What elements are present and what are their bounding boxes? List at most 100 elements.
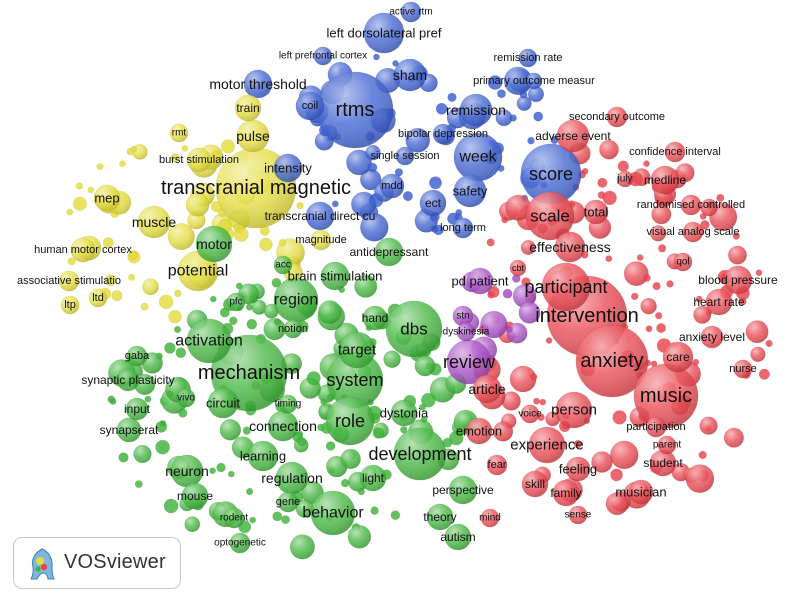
- term-label[interactable]: voice: [518, 409, 542, 420]
- term-bubble-minor[interactable]: [383, 350, 401, 368]
- term-bubble-minor[interactable]: [640, 298, 657, 315]
- term-bubble-minor[interactable]: [573, 440, 583, 449]
- term-bubble-minor[interactable]: [610, 440, 639, 470]
- term-bubble-minor[interactable]: [235, 282, 243, 290]
- term-label[interactable]: music: [640, 385, 692, 407]
- term-label[interactable]: connection: [249, 418, 317, 434]
- term-bubble-minor[interactable]: [530, 373, 538, 381]
- term-bubble-minor[interactable]: [168, 309, 182, 324]
- term-bubble-minor[interactable]: [414, 355, 436, 377]
- term-bubble-minor[interactable]: [695, 295, 703, 303]
- term-bubble-minor[interactable]: [617, 160, 629, 172]
- term-bubble-minor[interactable]: [372, 427, 385, 439]
- term-bubble-minor[interactable]: [118, 452, 129, 463]
- term-label[interactable]: gene: [276, 496, 300, 508]
- term-bubble-minor[interactable]: [367, 162, 378, 173]
- term-bubble-minor[interactable]: [599, 139, 619, 160]
- term-label[interactable]: pfc: [229, 297, 242, 308]
- term-label[interactable]: antidepressant: [350, 245, 429, 259]
- term-label[interactable]: qol: [676, 257, 689, 268]
- term-bubble-minor[interactable]: [597, 177, 608, 188]
- term-label[interactable]: motor threshold: [209, 76, 306, 92]
- term-label[interactable]: synaptic plasticity: [81, 373, 174, 387]
- term-bubble-minor[interactable]: [658, 244, 667, 253]
- term-bubble-minor[interactable]: [509, 114, 517, 122]
- term-bubble-minor[interactable]: [390, 510, 401, 521]
- term-label[interactable]: adverse event: [535, 129, 611, 143]
- term-label[interactable]: active rtm: [389, 7, 432, 18]
- term-bubble-minor[interactable]: [174, 325, 182, 333]
- term-label[interactable]: blood pressure: [698, 273, 778, 287]
- term-bubble-minor[interactable]: [652, 282, 661, 291]
- term-label[interactable]: ect: [425, 196, 442, 210]
- term-bubble-minor[interactable]: [246, 318, 258, 330]
- term-bubble-minor[interactable]: [158, 294, 174, 310]
- term-label[interactable]: july: [616, 174, 632, 185]
- term-label[interactable]: magnitude: [295, 234, 346, 246]
- term-label[interactable]: cbt: [512, 263, 525, 273]
- term-bubble-minor[interactable]: [67, 257, 76, 266]
- term-label[interactable]: train: [236, 101, 259, 115]
- term-label[interactable]: region: [274, 292, 318, 309]
- term-label[interactable]: sense: [565, 510, 592, 521]
- term-bubble-minor[interactable]: [429, 176, 442, 190]
- term-bubble-minor[interactable]: [402, 191, 413, 202]
- term-bubble-minor[interactable]: [249, 516, 256, 524]
- term-bubble-minor[interactable]: [245, 303, 253, 311]
- term-bubble-minor[interactable]: [178, 408, 188, 418]
- term-label[interactable]: circuit: [206, 396, 240, 411]
- term-bubble-minor[interactable]: [320, 398, 328, 406]
- term-label[interactable]: dbs: [400, 320, 427, 339]
- term-label[interactable]: pd patient: [451, 274, 508, 289]
- term-bubble-minor[interactable]: [630, 292, 639, 301]
- term-bubble-minor[interactable]: [128, 250, 138, 260]
- term-label[interactable]: stn: [456, 311, 469, 322]
- term-bubble-minor[interactable]: [209, 467, 216, 475]
- term-bubble-minor[interactable]: [111, 290, 123, 302]
- term-bubble-minor[interactable]: [219, 307, 230, 318]
- term-label[interactable]: secondary outcome: [569, 111, 665, 123]
- term-label[interactable]: theory: [423, 510, 456, 524]
- term-bubble-minor[interactable]: [487, 75, 503, 90]
- term-label[interactable]: feeling: [559, 462, 597, 477]
- term-bubble-minor[interactable]: [765, 339, 773, 348]
- term-bubble-minor[interactable]: [289, 534, 315, 560]
- term-bubble-minor[interactable]: [119, 160, 126, 167]
- term-bubble-minor[interactable]: [750, 346, 766, 362]
- term-bubble-minor[interactable]: [234, 227, 249, 242]
- term-label[interactable]: notion: [278, 323, 308, 335]
- term-label[interactable]: input: [124, 402, 151, 416]
- term-bubble-minor[interactable]: [75, 182, 83, 190]
- term-bubble-minor[interactable]: [738, 297, 747, 306]
- term-bubble-minor[interactable]: [130, 145, 138, 153]
- term-label[interactable]: mep: [94, 191, 119, 206]
- term-label[interactable]: nurse: [729, 363, 757, 375]
- term-bubble-minor[interactable]: [325, 441, 336, 451]
- term-label[interactable]: brain stimulation: [288, 269, 383, 284]
- term-label[interactable]: remission rate: [493, 52, 562, 64]
- term-bubble-minor[interactable]: [170, 153, 180, 163]
- term-label[interactable]: rmt: [172, 128, 187, 139]
- term-label[interactable]: neuron: [165, 463, 209, 479]
- term-bubble-minor[interactable]: [758, 368, 770, 380]
- term-label[interactable]: family: [550, 486, 581, 500]
- term-label[interactable]: sham: [393, 67, 427, 83]
- term-bubble-minor[interactable]: [281, 515, 290, 524]
- term-bubble-minor[interactable]: [229, 316, 238, 325]
- term-bubble-minor[interactable]: [486, 238, 495, 247]
- term-bubble-minor[interactable]: [155, 421, 168, 433]
- term-bubble-minor[interactable]: [527, 137, 535, 145]
- term-label[interactable]: skill: [525, 477, 545, 491]
- term-bubble-minor[interactable]: [357, 488, 365, 496]
- term-bubble-minor[interactable]: [581, 167, 589, 175]
- term-bubble-minor[interactable]: [716, 193, 725, 202]
- term-bubble-minor[interactable]: [623, 261, 649, 287]
- term-label[interactable]: learning: [240, 449, 286, 464]
- term-bubble-minor[interactable]: [296, 202, 304, 210]
- term-label[interactable]: single session: [370, 150, 439, 162]
- term-bubble-minor[interactable]: [242, 426, 251, 435]
- term-label[interactable]: gaba: [125, 350, 150, 362]
- term-label[interactable]: heart rate: [693, 295, 745, 309]
- term-bubble-minor[interactable]: [745, 320, 769, 344]
- term-bubble-minor[interactable]: [272, 511, 283, 522]
